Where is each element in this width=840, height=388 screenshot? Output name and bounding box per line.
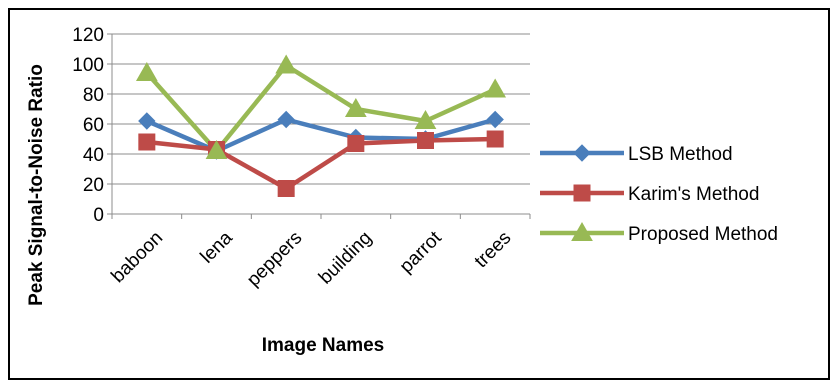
x-axis-title: Image Names	[262, 335, 385, 356]
y-tick-label: 0	[93, 205, 104, 226]
series-markers	[135, 54, 507, 197]
y-tick-label: 120	[72, 25, 104, 46]
x-tick-label: trees	[471, 227, 516, 272]
data-point	[275, 54, 298, 74]
data-point	[138, 133, 156, 151]
x-tick-label: parrot	[396, 227, 446, 277]
legend-label: Proposed Method	[628, 224, 778, 245]
x-tick-label: building	[315, 227, 376, 288]
gridlines	[112, 33, 530, 185]
series-line	[146, 136, 496, 191]
x-tick-label: baboon	[107, 227, 167, 287]
data-point	[417, 132, 434, 149]
y-tick-label: 40	[83, 145, 104, 166]
y-tick-label: 80	[83, 85, 104, 106]
data-point	[486, 110, 504, 129]
legend-label: LSB Method	[628, 144, 733, 165]
data-point	[486, 130, 504, 148]
data-point	[344, 97, 367, 117]
data-point	[277, 110, 295, 129]
data-point	[277, 180, 295, 197]
data-point	[135, 61, 158, 81]
series-line	[145, 63, 497, 154]
y-tick-label: 20	[83, 175, 104, 196]
y-axis-title: Peak Signal-to-Noise Ratio	[26, 64, 47, 306]
y-tick-label: 60	[83, 115, 104, 136]
data-point	[138, 112, 156, 130]
legend-marker	[573, 184, 591, 202]
series-lines	[145, 63, 497, 191]
data-point	[484, 78, 507, 98]
x-tick-label: peppers	[243, 227, 306, 290]
axes	[107, 33, 531, 219]
axis-labels: 0 20 40 60 80 100 120 baboon lena peppers building…	[72, 25, 515, 291]
legend-marker	[571, 221, 593, 241]
legend-label: Karim's Method	[628, 184, 759, 205]
data-point	[205, 139, 228, 159]
data-point	[347, 135, 365, 152]
data-point	[414, 109, 437, 129]
legend: LSB Method Karim's Method Proposed Method	[540, 144, 778, 245]
x-tick-label: lena	[197, 227, 238, 268]
y-tick-label: 100	[72, 55, 104, 76]
legend-marker	[573, 144, 591, 162]
